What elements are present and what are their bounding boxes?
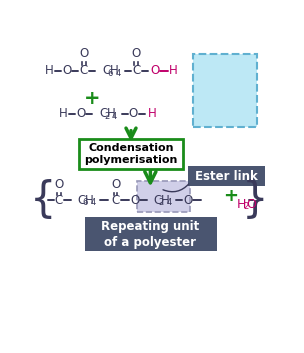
FancyBboxPatch shape [137, 181, 190, 212]
Text: C: C [153, 194, 161, 207]
Text: O: O [54, 178, 64, 191]
Text: 4: 4 [90, 198, 96, 207]
Text: 6: 6 [107, 69, 113, 78]
Text: O: O [76, 107, 85, 120]
Text: O: O [111, 178, 120, 191]
Text: 6: 6 [83, 198, 88, 207]
Text: C: C [80, 64, 88, 77]
Text: Repeating unit
of a polyester: Repeating unit of a polyester [101, 220, 199, 249]
Text: {: { [30, 179, 57, 221]
Text: C: C [132, 64, 140, 77]
Text: H: H [109, 64, 118, 77]
Text: O: O [246, 198, 256, 210]
Text: C: C [99, 107, 107, 120]
Text: O: O [150, 64, 160, 77]
Text: 4: 4 [166, 198, 171, 207]
Text: C: C [111, 194, 120, 207]
Text: O: O [62, 64, 71, 77]
Text: H: H [45, 64, 54, 77]
Text: H: H [59, 107, 68, 120]
Text: H: H [237, 198, 247, 210]
Text: C: C [55, 194, 63, 207]
Text: O: O [79, 47, 88, 60]
FancyBboxPatch shape [85, 217, 217, 251]
FancyBboxPatch shape [79, 139, 183, 169]
Text: 4: 4 [115, 69, 120, 78]
Text: H: H [106, 107, 115, 120]
Text: 4: 4 [112, 112, 117, 121]
Text: H: H [147, 107, 156, 120]
Text: O: O [130, 194, 140, 207]
Text: H: H [161, 194, 169, 207]
Text: C: C [102, 64, 110, 77]
FancyBboxPatch shape [193, 54, 257, 127]
Text: H: H [169, 64, 178, 77]
Text: C: C [77, 194, 85, 207]
Text: 2: 2 [104, 112, 110, 121]
FancyBboxPatch shape [188, 166, 265, 186]
Text: +: + [84, 89, 101, 108]
Text: O: O [129, 107, 138, 120]
Text: }: } [242, 179, 268, 221]
Text: 2: 2 [244, 202, 249, 211]
Text: O: O [132, 47, 141, 60]
Text: H: H [85, 194, 94, 207]
Text: Ester link: Ester link [195, 170, 258, 183]
Text: Condensation
polymerisation: Condensation polymerisation [84, 143, 178, 165]
Text: 2: 2 [159, 198, 164, 207]
Text: +: + [223, 187, 238, 205]
Text: O: O [183, 194, 192, 207]
